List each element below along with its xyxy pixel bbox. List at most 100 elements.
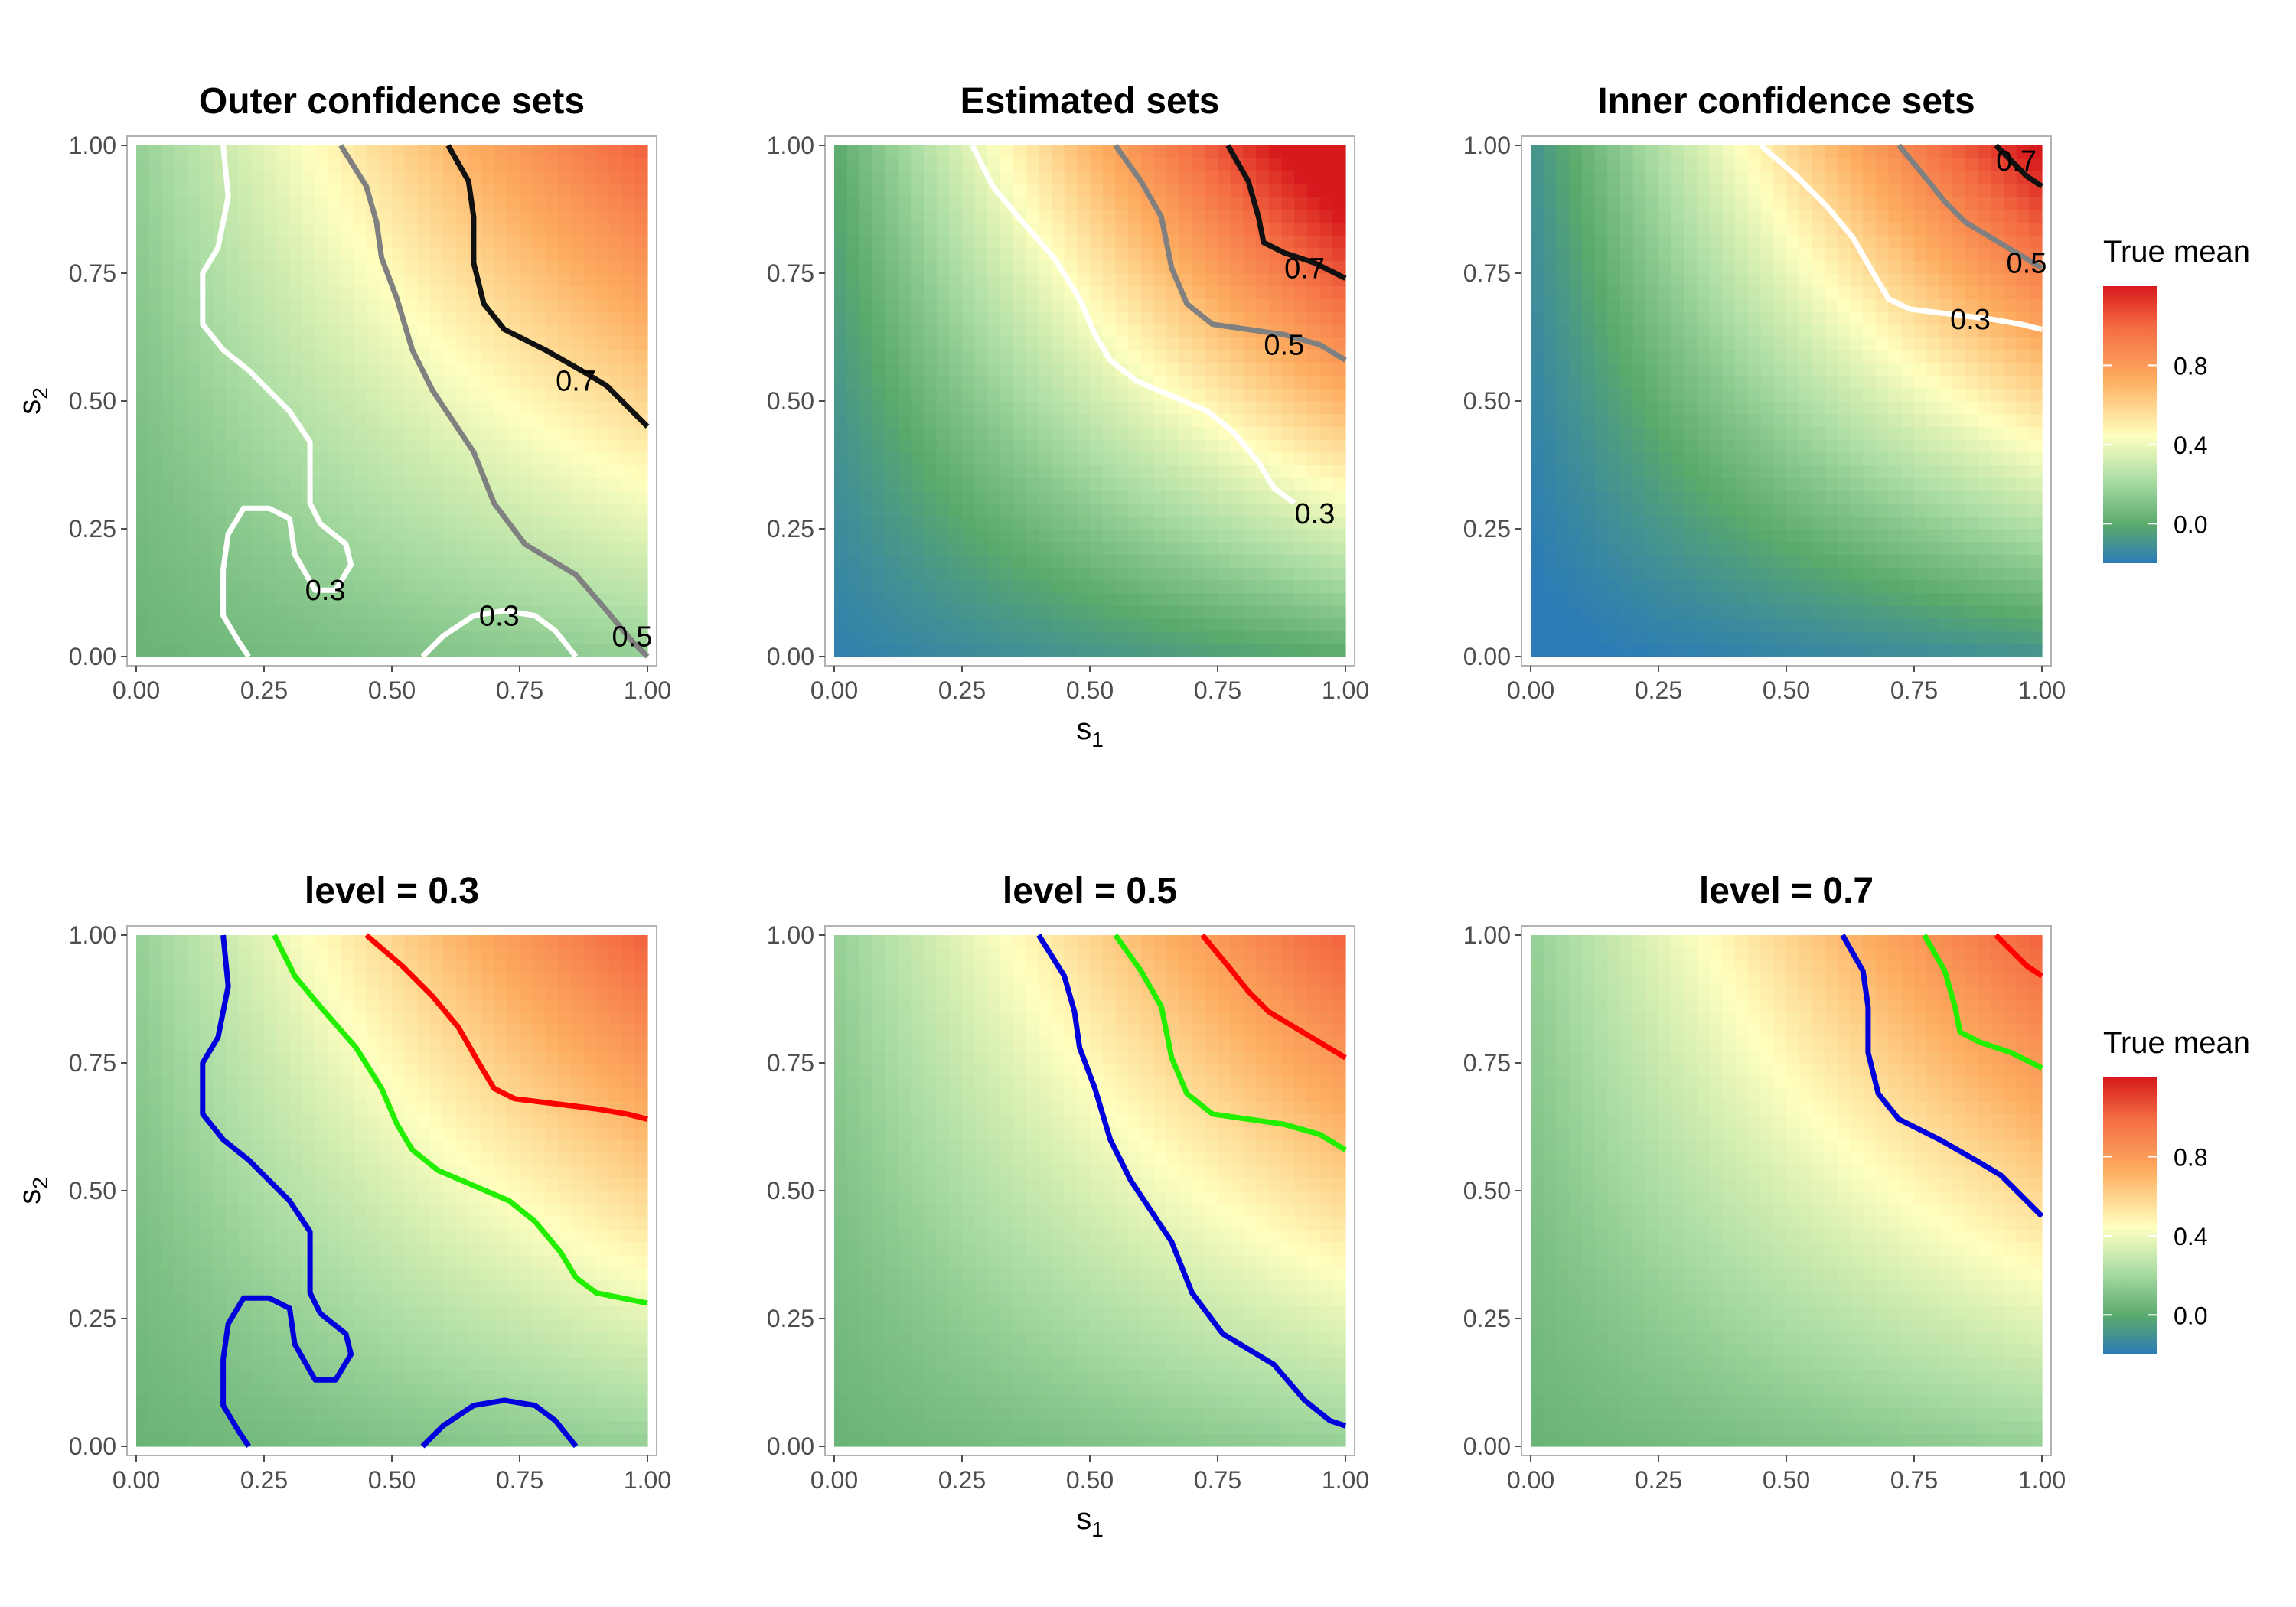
heat-cell [276,324,290,338]
heat-cell [1000,184,1014,197]
heat-cell [1115,247,1129,261]
heat-cell [136,184,150,197]
heat-cell [1594,145,1608,159]
heat-cell [634,401,648,415]
heat-cell [1243,350,1257,363]
heat-cell [1799,324,1812,338]
heat-cell [1875,196,1890,210]
heat-cell [442,605,457,619]
heat-cell [1825,439,1838,453]
heat-cell [1671,222,1684,236]
heat-cell [1077,439,1091,453]
heat-cell [634,579,648,594]
heat-cell [1013,541,1027,555]
heat-cell [1658,401,1672,415]
heat-cell [1697,285,1711,299]
heat-cell [1875,401,1890,415]
heat-cell [1991,362,2004,376]
heat-cell [1306,362,1321,376]
heat-cell [1991,490,2004,504]
heat-cell [1914,311,1928,325]
heat-cell [621,375,635,389]
heat-cell [328,464,341,478]
heat-cell [1978,145,1991,159]
heat-cell [923,554,938,568]
heat-cell [1978,579,1991,594]
heat-cell [302,541,316,555]
heat-cell [962,362,976,376]
heat-cell [1773,478,1787,491]
heat-cell [936,529,950,543]
heat-cell [353,337,367,350]
heat-cell [1319,222,1333,236]
heat-cell [174,618,188,632]
heat-cell [1760,388,1774,402]
heat-cell [468,490,482,504]
heat-cell [392,541,406,555]
heat-cell [1102,337,1116,350]
heat-cell [417,234,431,249]
heat-cell [1747,171,1762,184]
heat-cell [1850,451,1864,466]
heat-cell [1978,631,1991,644]
heat-cell [481,503,495,517]
heat-cell [187,209,201,223]
heat-cell [148,1113,162,1128]
heat-cell [1837,158,1851,171]
heat-cell [974,567,988,581]
heat-cell [1166,426,1180,440]
heat-cell [570,311,585,325]
heat-cell [1039,567,1052,581]
heat-cell [1140,298,1155,312]
heat-cell [545,464,559,478]
heat-cell [1671,388,1684,402]
heat-cell [1256,490,1270,504]
heat-cell [1671,247,1684,261]
heat-cell [872,439,886,453]
heat-cell [455,592,469,606]
heat-cell [1607,413,1621,427]
heat-cell [238,260,252,274]
heat-cell [1243,644,1257,657]
heat-cell [1077,324,1091,338]
heat-cell [328,451,341,466]
heat-cell [558,145,572,159]
heat-cell [1914,145,1928,159]
heat-cell [161,209,175,223]
heat-cell [161,1369,175,1384]
y-tick-label: 0.75 [767,259,814,287]
heat-cell [187,324,201,338]
heat-cell [885,222,899,236]
heat-cell [1543,362,1557,376]
heat-cell [430,362,444,376]
heat-cell [264,426,278,440]
heat-cell [634,324,648,338]
heat-cell [1064,222,1078,236]
heat-cell [558,579,572,594]
heat-cell [161,1382,175,1396]
heat-cell [161,145,175,159]
heat-cell [1128,605,1142,619]
heat-cell [846,478,860,491]
heat-cell [1531,413,1544,427]
heat-cell [1684,541,1698,555]
heat-cell [1786,478,1800,491]
heat-cell [174,401,188,415]
heat-cell [583,503,597,517]
heat-cell [1179,145,1193,159]
heat-cell [1837,439,1851,453]
heat-cell [1140,592,1155,606]
heat-cell [1281,592,1295,606]
heat-cell [1179,196,1193,210]
heat-cell [341,529,354,543]
heat-cell [1901,209,1915,223]
heat-cell [148,503,162,517]
heat-cell [1332,579,1346,594]
heat-cell [2003,401,2017,415]
heat-cell [1722,222,1736,236]
heat-cell [1786,579,1800,594]
heat-cell [634,260,648,274]
heat-cell [1863,554,1877,568]
heat-cell [468,324,482,338]
heat-cell [570,541,585,555]
